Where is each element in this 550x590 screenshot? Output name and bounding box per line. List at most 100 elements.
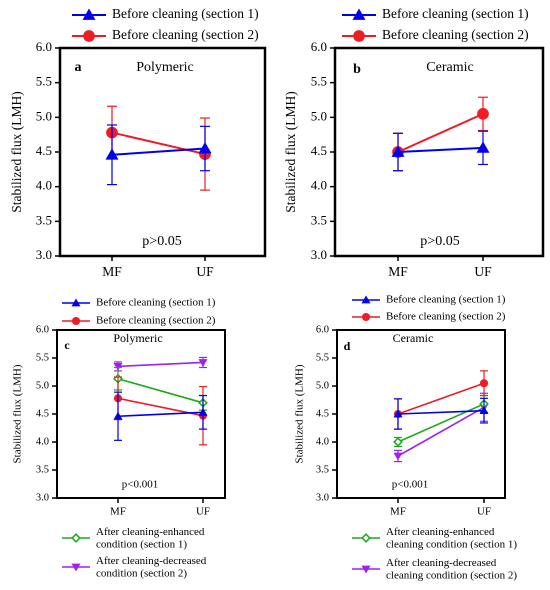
significance-annotation: p<0.001 <box>122 479 158 491</box>
legend-label: Before cleaning (section 1) <box>382 6 529 21</box>
plot-frame <box>333 46 545 258</box>
y-tick-label: 3.5 <box>36 464 49 475</box>
y-axis-label: Stabilized flux (LMH) <box>294 364 306 463</box>
legend-marker <box>82 8 96 20</box>
chart-title: Polymeric <box>113 331 162 345</box>
legend-label: Before cleaning (section 1) <box>386 294 506 306</box>
y-tick-label: 5.0 <box>316 380 329 391</box>
series-2 <box>393 370 489 430</box>
y-tick-label: 3.0 <box>316 492 329 503</box>
panel-d: 3.0 3.5 4.0 4.5 5.0 5.5 6.0 MF UF Stabilized flux… <box>294 294 518 582</box>
y-tick-label: 3.0 <box>36 492 49 503</box>
data-point <box>113 411 123 420</box>
y-tick-label: 4.5 <box>316 408 329 419</box>
legend-label: Before cleaning (section 2) <box>386 311 506 323</box>
y-tick-label: 4.5 <box>36 143 52 158</box>
legend-marker <box>361 295 371 304</box>
chart-title: Ceramic <box>426 60 473 75</box>
series-line <box>397 403 485 443</box>
data-point <box>476 141 490 153</box>
legend-entry-3: After cleaning-enhanced cleaning conditio… <box>352 526 517 550</box>
legend-entry-2: Before cleaning (section 2) <box>352 311 506 323</box>
y-tick-label: 3.5 <box>316 464 329 475</box>
data-point <box>198 142 212 154</box>
panel-a: 3.0 3.5 4.0 4.5 5.0 5.5 6.0 MF UF Stabilized flux… <box>9 6 267 279</box>
legend-entry-2: Before cleaning (section 2) <box>72 27 259 42</box>
legend-label-line: condition (section 1) <box>96 538 187 550</box>
x-tick-label: UF <box>474 264 492 279</box>
y-tick-label: 4.0 <box>316 436 329 447</box>
series-line <box>111 147 206 156</box>
legend-marker <box>361 312 371 322</box>
x-tick-label: MF <box>110 506 126 518</box>
legend-marker <box>361 533 371 543</box>
legend-entry-1: Before cleaning (section 1) <box>352 294 506 306</box>
significance-annotation: p>0.05 <box>142 234 181 249</box>
series-3 <box>393 394 489 448</box>
series-3 <box>113 366 208 411</box>
series-2 <box>392 96 489 172</box>
y-tick-label: 6.0 <box>36 324 49 335</box>
legend-entry-1: Before cleaning (section 1) <box>342 6 529 21</box>
y-tick-label: 5.5 <box>316 352 329 363</box>
series-line <box>397 146 484 153</box>
y-tick-label: 3.0 <box>311 247 327 262</box>
legend-marker <box>361 565 371 574</box>
panel-label: a <box>75 60 82 75</box>
series-2 <box>106 105 211 191</box>
x-tick-label: UF <box>196 506 210 518</box>
x-tick-label: MF <box>390 506 406 518</box>
y-tick-label: 6.0 <box>311 39 327 54</box>
series-1 <box>393 397 489 430</box>
legend-label: Before cleaning (section 2) <box>382 27 529 42</box>
legend-entry-1: Before cleaning (section 1) <box>72 6 259 21</box>
y-tick-label: 3.5 <box>311 212 327 227</box>
chart-title: Polymeric <box>136 60 194 75</box>
data-point <box>105 148 119 160</box>
data-point <box>393 452 403 461</box>
legend-label-line: After cleaning-enhanced <box>96 526 205 538</box>
data-point <box>198 359 208 367</box>
legend-label: Before cleaning (section 2) <box>112 27 259 42</box>
y-tick-label: 5.0 <box>311 108 327 123</box>
panel-label: c <box>64 338 70 352</box>
legend-label-line: cleaning condition (section 2) <box>386 569 517 581</box>
data-point <box>393 409 403 418</box>
legend-label: Before cleaning (section 1) <box>112 6 259 21</box>
y-tick-label: 3.0 <box>36 247 52 262</box>
series-line <box>117 411 204 418</box>
legend-marker <box>83 30 95 42</box>
series-2 <box>113 376 208 446</box>
y-tick-label: 4.0 <box>36 178 52 193</box>
legend-marker <box>71 298 81 307</box>
legend-marker <box>71 533 81 543</box>
series-1 <box>113 391 208 441</box>
y-tick-label: 4.5 <box>36 408 49 419</box>
significance-annotation: p<0.001 <box>392 479 428 491</box>
legend-label: After cleaning-enhanced condition (sectio… <box>96 526 205 551</box>
legend-marker <box>71 316 81 326</box>
series-line <box>117 377 204 404</box>
panel-label: b <box>353 62 361 77</box>
series-line <box>397 382 485 415</box>
series-4 <box>393 392 489 463</box>
legend-marker <box>71 563 81 572</box>
series-4 <box>113 356 208 372</box>
y-axis-label: Stabilized flux (LMH) <box>12 364 24 463</box>
legend-label: Before cleaning (section 1) <box>96 297 216 309</box>
data-point <box>198 407 208 416</box>
legend-entry-2: Before cleaning (section 2) <box>62 315 216 327</box>
legend-marker <box>353 30 365 42</box>
y-tick-label: 5.0 <box>36 380 49 391</box>
legend-label: Before cleaning (section 2) <box>96 315 216 327</box>
y-tick-label: 4.0 <box>311 178 327 193</box>
data-point <box>393 437 403 447</box>
legend-label-line: After cleaning-enhanced <box>386 526 495 538</box>
panel-label: d <box>344 339 351 353</box>
panel-b: 3.0 3.5 4.0 4.5 5.0 5.5 6.0 MF UF Stabilized flux… <box>283 6 545 279</box>
legend-label: After cleaning-decreased cleaning conditi… <box>386 557 517 582</box>
legend-label: After cleaning-decreased condition (secti… <box>96 555 207 580</box>
data-point <box>479 406 489 415</box>
data-point <box>477 108 489 120</box>
legend-entry-4: After cleaning-decreased cleaning conditi… <box>352 557 517 582</box>
